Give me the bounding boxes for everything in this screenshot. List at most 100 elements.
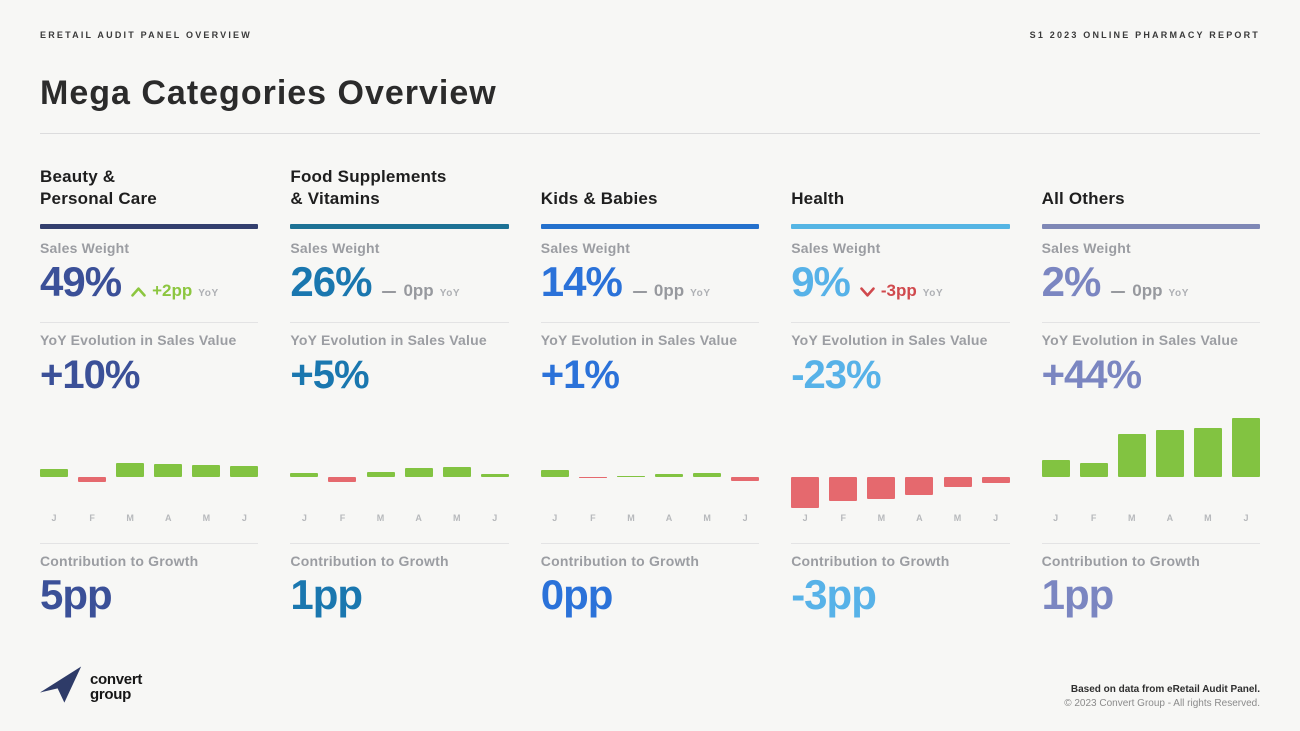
yoy-indicator: 0pp YoY (1110, 281, 1189, 301)
chart-bar-slot (1193, 409, 1222, 509)
chart-bar (1231, 418, 1260, 478)
month-label: J (51, 513, 57, 524)
chart-bar-slot (867, 409, 896, 509)
chart-bar-slot (404, 409, 433, 509)
chart-bar (731, 477, 760, 482)
yoy-suffix-label: YoY (922, 288, 944, 299)
chart-bar (1041, 460, 1070, 478)
chart-bar-slot (693, 409, 722, 509)
chart-bar (40, 469, 68, 478)
contribution-value: 5pp (40, 571, 113, 619)
yoy-evolution-label: YoY Evolution in Sales Value (540, 332, 738, 349)
month-label: A (665, 513, 673, 524)
categories-grid: Beauty & Personal Care Sales Weight 49% +… (40, 164, 1260, 617)
chart-bar-slot (1231, 409, 1260, 509)
chart-bar-slot (40, 409, 68, 509)
yoy-indicator: -3pp YoY (860, 281, 943, 301)
chart-bar-slot (731, 409, 760, 509)
month-label: M (202, 513, 211, 524)
chart-bar (290, 473, 319, 478)
sales-weight-value: 26% (290, 258, 372, 305)
chart-bar (366, 472, 395, 478)
category-accent-bar (1041, 224, 1260, 229)
dash-icon (381, 287, 397, 297)
chart-bar (480, 474, 509, 478)
month-label: F (590, 513, 596, 524)
category-title-line: Beauty & (40, 166, 116, 186)
section-divider (1041, 322, 1260, 324)
chevron-down-icon (860, 287, 875, 297)
chart-bar (116, 463, 145, 478)
category-accent-bar (290, 224, 509, 229)
chevron-up-icon (131, 287, 146, 297)
contribution-value: 1pp (1041, 571, 1115, 619)
category-title: Health (791, 164, 1009, 210)
chart-bar-slot (981, 409, 1010, 509)
sales-weight-value: 2% (1041, 258, 1102, 305)
report-eyebrow-left: ERETAIL AUDIT PANEL OVERVIEW (40, 30, 252, 40)
sales-weight-label: Sales Weight (1041, 240, 1131, 256)
footer: convert group Based on data from eRetail… (40, 666, 1260, 709)
chart-bar (442, 467, 471, 478)
section-divider (40, 543, 259, 545)
chart-bar-slot (578, 409, 607, 509)
contribution-value: 0pp (540, 571, 614, 619)
chart-bar-slot (116, 409, 145, 509)
chart-bar (1155, 430, 1184, 478)
yoy-evolution-label: YoY Evolution in Sales Value (1041, 332, 1239, 349)
section-divider (290, 322, 509, 324)
yoy-evolution-value: +1% (540, 353, 620, 398)
chart-bar-slot (829, 409, 858, 509)
category-column: All Others Sales Weight 2% 0pp YoY YoY E… (1041, 164, 1260, 619)
mini-bar-chart (791, 409, 1010, 509)
yoy-suffix-label: YoY (439, 288, 461, 299)
month-label: M (877, 513, 886, 524)
dash-icon (632, 287, 648, 297)
category-column: Health Sales Weight 9% -3pp YoY YoY Evol… (791, 164, 1010, 619)
chart-bar (540, 470, 569, 478)
category-title-line: All Others (1041, 188, 1125, 208)
chart-bar (616, 476, 645, 478)
category-title-line: Food Supplements (290, 166, 447, 186)
chart-bar (78, 477, 107, 483)
month-label: J (241, 513, 247, 524)
title-divider (40, 133, 1260, 134)
chart-bar (328, 477, 357, 483)
mini-bar-chart (290, 409, 509, 509)
footer-note-source: Based on data from eRetail Audit Panel. (1070, 684, 1260, 695)
section-divider (540, 543, 760, 545)
contribution-label: Contribution to Growth (791, 553, 950, 570)
contribution-value: -3pp (791, 571, 877, 619)
chart-bar (981, 477, 1010, 484)
section-divider (791, 322, 1010, 324)
month-label: M (1204, 513, 1212, 524)
chart-bar-slot (1117, 409, 1146, 509)
chart-bar-slot (943, 409, 972, 509)
report-eyebrow-right: S1 2023 ONLINE PHARMACY REPORT (1029, 30, 1260, 40)
yoy-evolution-value: +5% (290, 353, 369, 398)
month-label: M (627, 513, 635, 524)
category-title-line: & Vitamins (290, 188, 380, 208)
chart-bar-slot (540, 409, 569, 509)
yoy-evolution-label: YoY Evolution in Sales Value (40, 332, 237, 349)
mini-bar-chart (1041, 409, 1260, 509)
chart-bar (791, 477, 820, 509)
yoy-evolution-label: YoY Evolution in Sales Value (791, 332, 988, 349)
chart-bar-slot (78, 409, 107, 509)
chart-bar-slot (1155, 409, 1184, 509)
logo-word-group: group (90, 685, 131, 703)
category-title: Food Supplements & Vitamins (290, 164, 508, 210)
yoy-evolution-label: YoY Evolution in Sales Value (290, 332, 487, 349)
contribution-label: Contribution to Growth (40, 553, 199, 570)
category-title: All Others (1042, 164, 1260, 210)
section-divider (540, 322, 760, 324)
chart-bar-slot (480, 409, 509, 509)
month-label: F (339, 513, 346, 524)
month-label: M (953, 513, 962, 524)
month-label: A (1166, 513, 1174, 524)
category-accent-bar (791, 224, 1010, 229)
chart-bar-slot (230, 409, 259, 509)
month-label: J (742, 513, 748, 524)
